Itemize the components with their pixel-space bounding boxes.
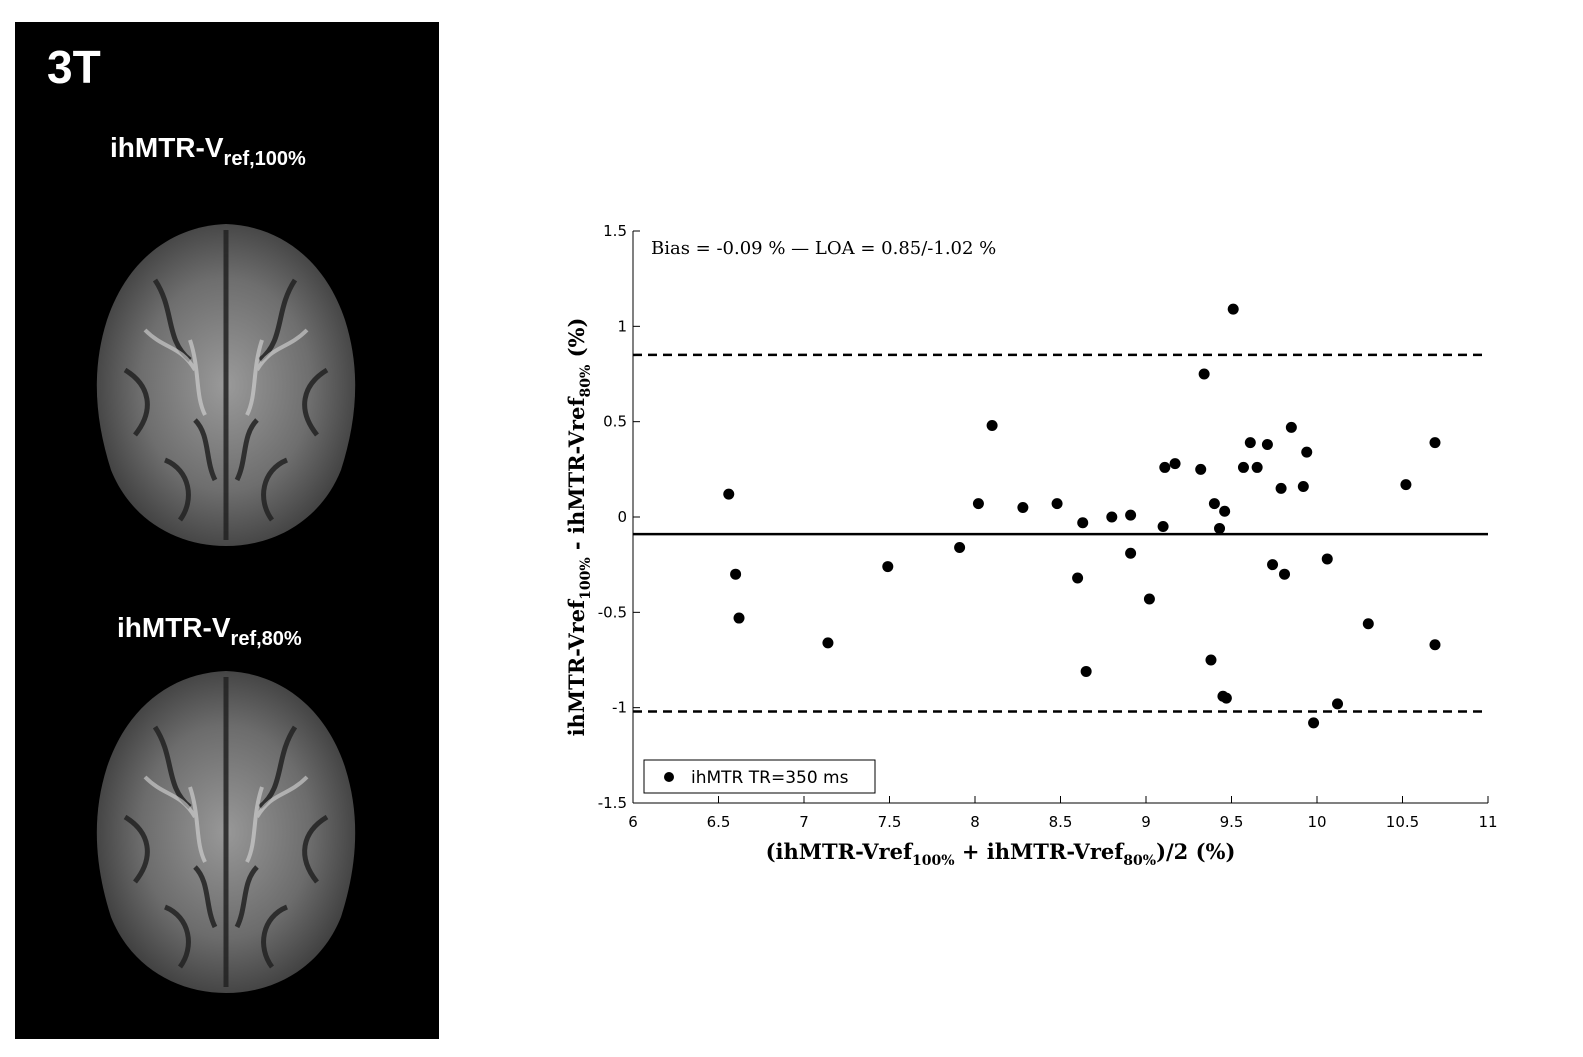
x-tick-label: 6 xyxy=(628,813,638,831)
data-point xyxy=(1017,501,1029,513)
brain-axial-image-ref100 xyxy=(96,224,356,546)
data-point xyxy=(1143,593,1155,605)
image-label-ref100: ihMTR-Vref,100% xyxy=(110,132,306,171)
data-point xyxy=(882,561,894,573)
y-axis-label-subscript: 100% xyxy=(578,557,594,600)
x-tick-label: 8 xyxy=(970,813,980,831)
x-axis-label-subscript: 80% xyxy=(1123,853,1156,869)
x-tick-label: 8.5 xyxy=(1049,813,1073,831)
y-axis-label-part: - ihMTR-Vref xyxy=(564,396,589,558)
data-point xyxy=(723,488,735,500)
y-tick-group: -1.5 -1 -0.5 0 0.5 1 1.5 xyxy=(598,222,640,812)
axes-box xyxy=(633,231,1488,803)
field-strength-label: 3T xyxy=(47,41,101,93)
data-point xyxy=(1214,522,1226,534)
data-point xyxy=(1308,717,1320,729)
data-point xyxy=(1297,480,1309,492)
data-point xyxy=(1220,692,1232,704)
data-point xyxy=(730,568,742,580)
data-point xyxy=(1332,698,1344,710)
legend-marker xyxy=(664,772,674,782)
y-tick-label: -1 xyxy=(612,699,627,717)
x-tick-label: 11 xyxy=(1478,813,1497,831)
data-point xyxy=(1169,458,1181,470)
data-point xyxy=(1400,479,1412,491)
data-point xyxy=(1125,509,1137,521)
data-point xyxy=(1159,461,1171,473)
y-axis-label-part: (%) xyxy=(564,318,589,365)
data-point xyxy=(972,498,984,510)
data-point xyxy=(1429,639,1441,651)
image-label-ref100-base: ihMTR-V xyxy=(110,132,224,163)
brain-image-panel: 3T ihMTR-Vref,100% i xyxy=(15,22,439,1039)
y-tick-label: 0 xyxy=(617,508,627,526)
y-tick-label: -1.5 xyxy=(598,794,627,812)
y-tick-label: 1 xyxy=(617,317,627,335)
y-tick-label: 1.5 xyxy=(603,222,627,240)
data-point xyxy=(1429,437,1441,449)
data-point xyxy=(986,419,998,431)
x-axis-label: (ihMTR-Vref100% + ihMTR-Vref80%)/2 (%) xyxy=(766,839,1236,869)
data-point xyxy=(1072,572,1084,584)
data-point xyxy=(954,542,966,554)
data-point xyxy=(1157,521,1169,533)
data-point xyxy=(1106,511,1118,523)
data-point xyxy=(1237,461,1249,473)
x-tick-label: 10 xyxy=(1307,813,1326,831)
data-point xyxy=(1077,517,1089,529)
data-point xyxy=(1285,421,1297,433)
image-label-ref80: ihMTR-Vref,80% xyxy=(117,612,302,651)
data-point xyxy=(1227,303,1239,315)
data-point xyxy=(1205,654,1217,666)
x-tick-group: 6 6.5 7 7.5 8 8.5 9 9.5 10 10.5 11 xyxy=(628,796,1498,831)
y-axis-label-part: ihMTR-Vref xyxy=(564,598,589,736)
x-tick-label: 9 xyxy=(1141,813,1151,831)
legend-box xyxy=(643,759,876,794)
data-point xyxy=(1275,482,1287,494)
data-point xyxy=(1208,498,1220,510)
image-label-ref80-base: ihMTR-V xyxy=(117,612,231,643)
data-point xyxy=(1198,368,1210,380)
x-tick-label: 6.5 xyxy=(707,813,731,831)
x-tick-label: 10.5 xyxy=(1386,813,1419,831)
y-tick-label: 0.5 xyxy=(603,413,627,431)
y-tick-label: -0.5 xyxy=(598,603,627,621)
x-axis-label-part: )/2 (%) xyxy=(1156,839,1235,864)
legend: ihMTR TR=350 ms xyxy=(643,759,876,794)
bias-loa-annotation: Bias = -0.09 % — LOA = 0.85/-1.02 % xyxy=(651,238,996,259)
data-point xyxy=(1267,559,1279,571)
data-point xyxy=(1251,461,1263,473)
x-tick-label: 7.5 xyxy=(878,813,902,831)
brain-axial-image-ref80 xyxy=(96,671,356,993)
data-point xyxy=(1301,446,1313,458)
x-axis-label-part: + ihMTR-Vref xyxy=(955,839,1126,864)
data-point xyxy=(733,612,745,624)
data-point xyxy=(1279,568,1291,580)
data-point xyxy=(1080,665,1092,677)
data-point xyxy=(822,637,834,649)
data-point xyxy=(1244,437,1256,449)
data-point xyxy=(1321,553,1333,565)
data-point xyxy=(1195,463,1207,475)
data-point xyxy=(1219,505,1231,517)
data-point xyxy=(1051,498,1063,510)
legend-label: ihMTR TR=350 ms xyxy=(691,768,849,788)
bland-altman-chart: -1.5 -1 -0.5 0 0.5 1 1.5 6 6.5 7 7.5 8 8.5 9 9.5 10 10.… xyxy=(564,222,1498,869)
x-tick-label: 9.5 xyxy=(1220,813,1244,831)
data-point xyxy=(1362,618,1374,630)
y-axis-label-subscript: 80% xyxy=(578,365,594,398)
data-point xyxy=(1261,439,1273,451)
image-label-ref100-sub: ref,100% xyxy=(223,148,306,170)
x-axis-label-subscript: 100% xyxy=(912,853,955,869)
image-label-ref80-sub: ref,80% xyxy=(230,628,302,650)
x-axis-label-part: (ihMTR-Vref xyxy=(766,839,914,864)
data-points xyxy=(723,303,1441,729)
y-axis-label: ihMTR-Vref100% - ihMTR-Vref80% (%) xyxy=(564,318,594,737)
x-tick-label: 7 xyxy=(799,813,809,831)
data-point xyxy=(1125,547,1137,559)
